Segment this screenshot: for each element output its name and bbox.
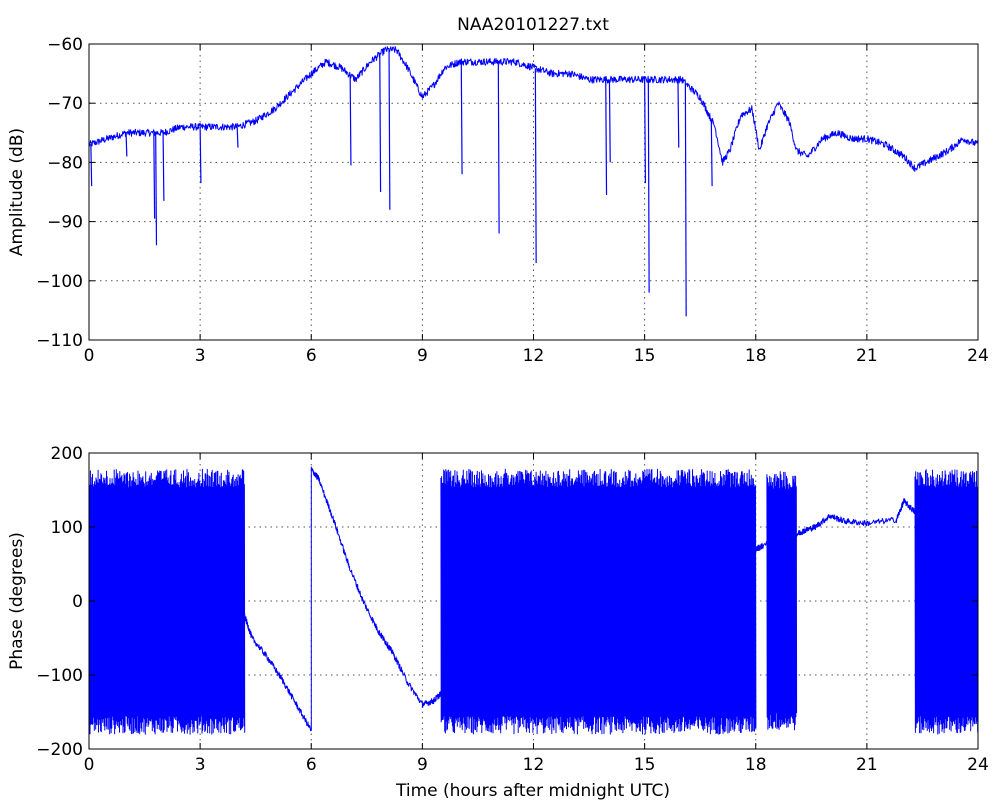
amplitude-spike [388,49,391,210]
amplitude-spike [605,79,608,195]
amplitude-spike [199,126,202,184]
x-tick-label: 15 [634,755,656,775]
phase-xlabel: Time (hours after midnight UTC) [395,781,670,801]
x-tick-label: 6 [306,346,317,366]
amplitude-spike [90,144,93,187]
phase-wrap-band [914,469,979,735]
amplitude-spike [349,75,352,166]
y-tick-label: 100 [51,518,83,538]
x-tick-label: 21 [856,346,878,366]
amplitude-grid [89,44,978,340]
phase-wrap-band [440,468,575,735]
x-tick-label: 0 [84,755,95,775]
phase-ticks: 0 3 6 9 12 15 18 21 24 −200 −100 0 100 200 [36,444,989,775]
x-tick-label: 9 [417,755,428,775]
phase-trend-line [244,466,442,732]
x-tick-label: 18 [745,755,767,775]
amplitude-spike [162,132,165,201]
x-tick-label: 18 [745,346,767,366]
x-tick-label: 21 [856,755,878,775]
amplitude-spike [125,132,128,157]
x-tick-label: 12 [523,346,545,366]
y-tick-label: −70 [47,94,83,114]
phase-wrap-band [88,468,246,735]
amplitude-spike [644,79,647,184]
amplitude-spike [379,54,382,193]
y-tick-label: 0 [72,592,83,612]
y-tick-label: −100 [36,272,83,292]
x-tick-label: 3 [195,346,206,366]
y-tick-label: −110 [36,331,83,351]
amplitude-spike [155,132,158,246]
phase-series [88,466,979,735]
x-tick-label: 24 [967,346,989,366]
phase-wrap-band [766,471,798,731]
amplitude-spike [534,68,537,264]
amplitude-line [88,46,979,172]
x-tick-label: 9 [417,346,428,366]
amplitude-spike [710,119,713,187]
amplitude-spike [647,79,650,293]
amplitude-spike [608,79,611,163]
y-tick-label: −100 [36,666,83,686]
x-tick-label: 15 [634,346,656,366]
y-tick-label: −80 [47,153,83,173]
y-tick-label: −200 [36,740,83,760]
amplitude-spike [460,61,463,175]
y-tick-label: 200 [51,444,83,464]
y-tick-label: −60 [47,35,83,55]
amplitude-ticks: 0 3 6 9 12 15 18 21 24 −110 −100 −90 −80 −70 −60 [36,35,989,366]
amplitude-spike [497,61,500,234]
amplitude-spike [153,132,156,219]
x-tick-label: 12 [523,755,545,775]
amplitude-series [88,46,979,317]
phase-trend-line [573,498,916,575]
x-tick-label: 24 [967,755,989,775]
x-tick-label: 3 [195,755,206,775]
x-tick-label: 6 [306,755,317,775]
phase-ylabel: Phase (degrees) [7,532,27,670]
amplitude-spike [684,83,687,317]
amplitude-spike [236,126,239,148]
phase-wrap-band [573,468,757,735]
y-tick-label: −90 [47,213,83,233]
phase-axes: 0 3 6 9 12 15 18 21 24 −200 −100 0 100 200 Phase (deg… [7,444,989,801]
amplitude-axes: 0 3 6 9 12 15 18 21 24 −110 −100 −90 −80 −70 −60 Ampli… [7,35,989,366]
chart-title: NAA20101227.txt [457,15,609,35]
x-tick-label: 0 [84,346,95,366]
amplitude-spike [677,79,680,148]
amplitude-ylabel: Amplitude (dB) [7,128,27,256]
